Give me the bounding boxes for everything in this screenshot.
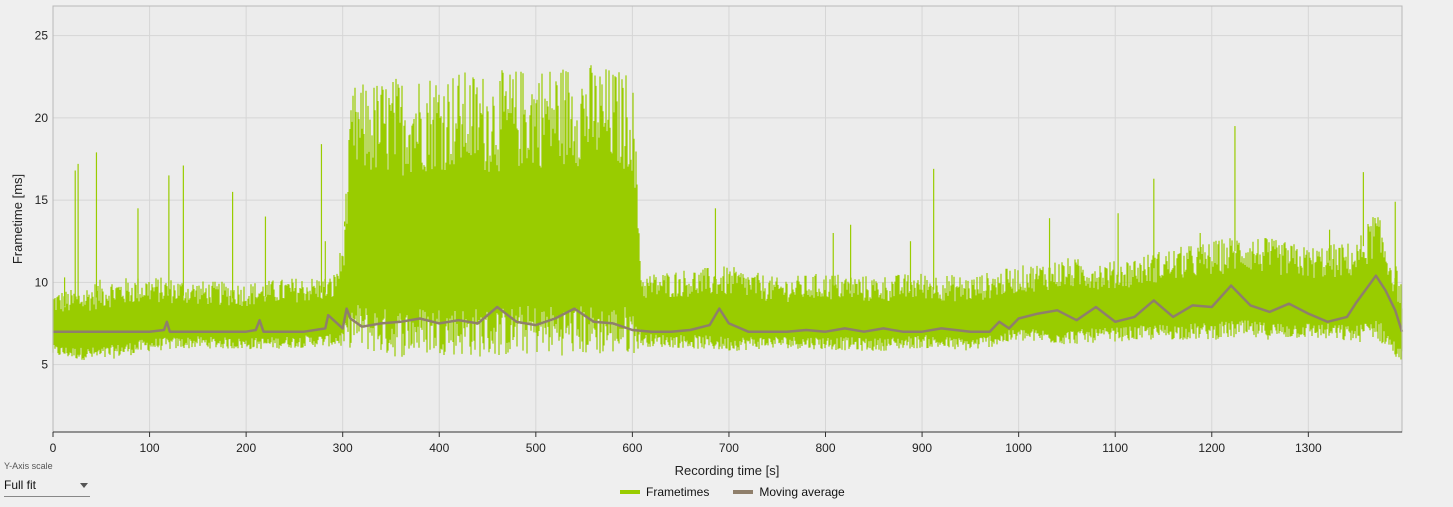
x-tick-label: 0 [50,441,57,455]
legend-label-frametimes: Frametimes [646,485,710,499]
legend-item-moving-average[interactable]: Moving average [733,485,845,499]
x-tick-label: 1300 [1295,441,1322,455]
x-tick-label: 1200 [1198,441,1225,455]
y-tick-label: 5 [41,358,48,372]
y-tick-label: 15 [35,193,49,207]
x-tick-label: 900 [912,441,932,455]
y-axis-ticks: 5 10 15 20 25 [35,29,49,372]
x-tick-label: 100 [140,441,160,455]
x-tick-label: 400 [429,441,449,455]
y-tick-label: 20 [35,111,49,125]
y-axis-title: Frametime [ms] [10,174,25,264]
x-tick-label: 700 [719,441,739,455]
x-tick-label: 800 [815,441,835,455]
y-axis-scale-caption: Y-Axis scale [4,461,53,471]
x-axis-title: Recording time [s] [675,463,780,478]
y-axis-scale-control: Y-Axis scale Full fit [4,461,90,497]
moving-average-line [53,274,1404,333]
chevron-down-icon [80,482,88,488]
gridlines [52,6,1402,432]
x-tick-label: 600 [622,441,642,455]
x-tick-label: 1000 [1005,441,1032,455]
legend-swatch-frametimes [620,490,640,494]
y-axis-scale-dropdown[interactable]: Full fit [4,474,90,497]
y-tick-label: 10 [35,275,49,289]
x-tick-label: 300 [333,441,353,455]
x-tick-label: 200 [236,441,256,455]
plot-area [53,6,1402,432]
y-axis-scale-value: Full fit [4,478,37,492]
chart-legend: Frametimes Moving average [620,485,845,499]
legend-swatch-moving-average [733,490,754,494]
x-axis-ticks: 0 100 200 300 400 500 600 700 800 900 1000 1100 1200… [50,432,1322,455]
x-tick-label: 1100 [1102,441,1128,455]
moving-average-series [53,274,1404,333]
legend-item-frametimes[interactable]: Frametimes [620,485,709,499]
frametimes-series [52,65,1403,360]
y-tick-label: 25 [35,29,49,43]
legend-label-moving-average: Moving average [759,485,845,499]
x-tick-label: 500 [526,441,546,455]
